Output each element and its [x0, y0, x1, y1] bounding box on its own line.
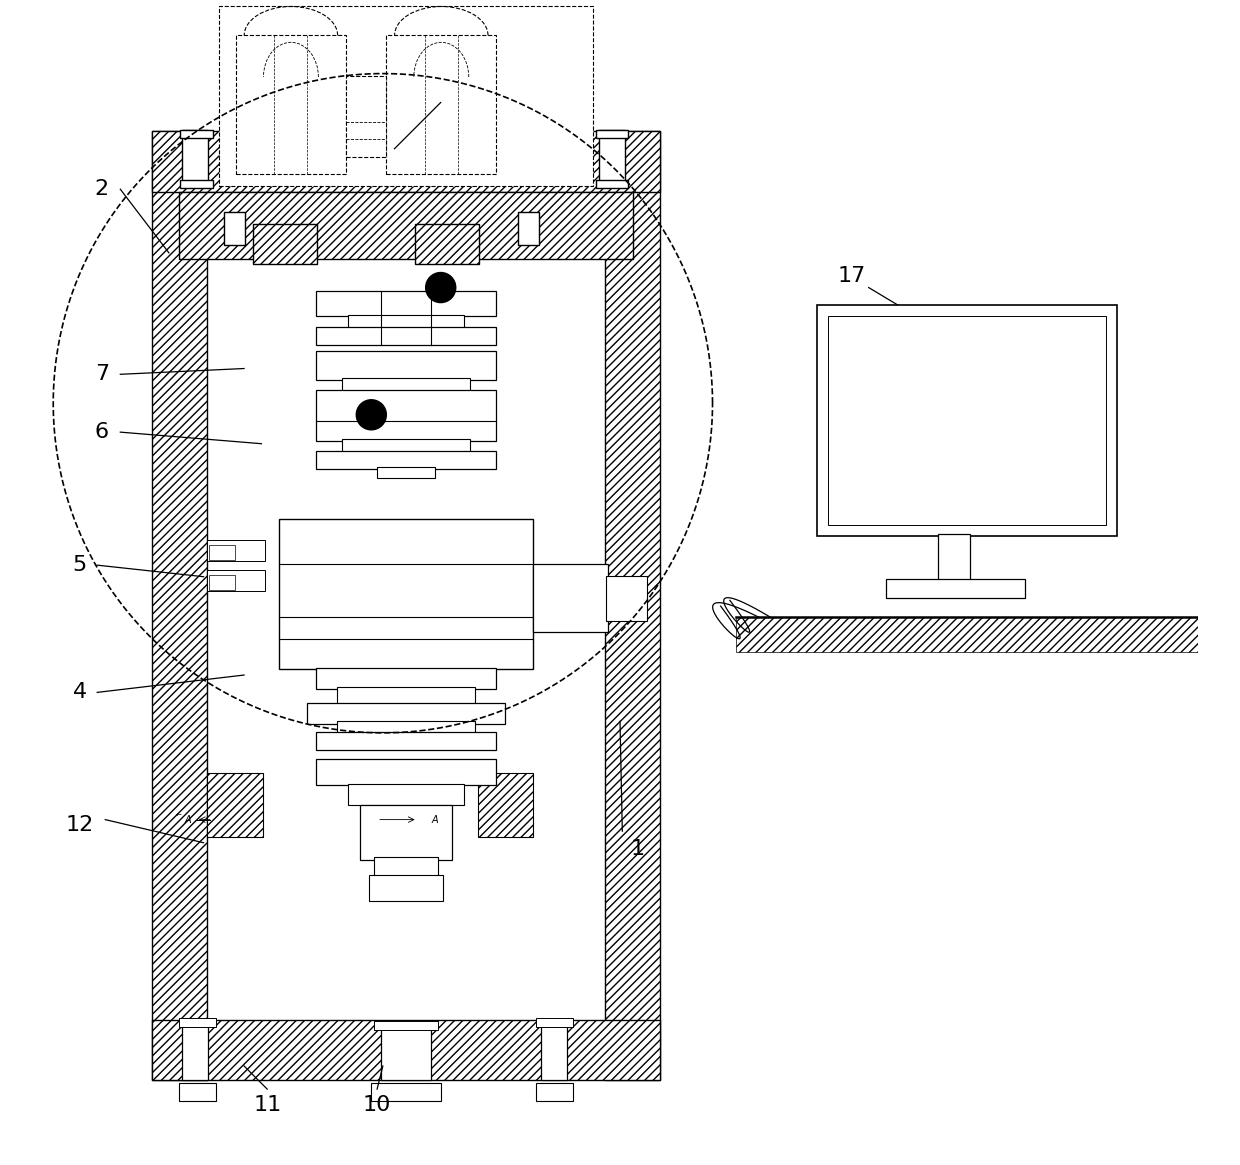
Text: 19: 19 [444, 80, 472, 101]
Bar [596, 130, 629, 139]
Bar [180, 1018, 216, 1026]
Bar [207, 774, 263, 836]
Bar [316, 760, 496, 785]
Text: 11: 11 [253, 1095, 281, 1115]
Bar [180, 1083, 216, 1101]
Circle shape [425, 273, 456, 303]
Text: 17: 17 [837, 266, 866, 285]
Circle shape [356, 400, 387, 430]
Bar [316, 451, 496, 469]
Bar [536, 1018, 573, 1026]
Bar [596, 179, 629, 188]
Bar [360, 805, 453, 860]
Bar [373, 856, 439, 877]
Bar [253, 224, 317, 264]
Bar [735, 617, 1198, 652]
Text: 12: 12 [66, 816, 94, 835]
Bar [151, 1019, 661, 1080]
Bar [828, 317, 1106, 524]
Bar [370, 875, 443, 901]
Bar [210, 545, 234, 560]
Bar [373, 1021, 439, 1030]
Bar [316, 291, 496, 317]
Text: 2: 2 [94, 179, 109, 199]
Bar [180, 191, 632, 259]
Bar [415, 224, 479, 264]
Bar [316, 351, 496, 380]
Text: K: K [373, 27, 393, 51]
Text: A: A [185, 814, 191, 825]
Text: 1: 1 [630, 839, 645, 859]
Bar [342, 439, 470, 453]
Bar [210, 576, 234, 591]
Bar [336, 721, 475, 735]
Text: 6: 6 [94, 422, 109, 443]
Bar [316, 732, 496, 750]
Text: 4: 4 [73, 683, 87, 702]
Bar [336, 686, 475, 705]
Bar [224, 212, 246, 245]
Bar [207, 570, 265, 591]
Bar [346, 76, 387, 157]
Bar [316, 327, 496, 345]
Text: ←: ← [176, 812, 182, 818]
Bar [151, 132, 661, 191]
Bar [316, 390, 496, 442]
Bar [387, 35, 496, 175]
Bar [279, 518, 533, 669]
Bar [536, 1083, 573, 1101]
Bar [606, 576, 646, 621]
Bar [207, 541, 265, 562]
Bar [181, 130, 213, 139]
Bar [544, 76, 589, 175]
Bar [477, 774, 533, 836]
Bar [939, 534, 971, 582]
Bar [182, 130, 207, 185]
Bar [348, 316, 464, 331]
Text: A: A [432, 814, 438, 825]
Bar [518, 212, 539, 245]
Bar [887, 579, 1024, 598]
Bar [236, 35, 346, 175]
Bar [605, 132, 661, 1080]
Bar [542, 1025, 567, 1080]
Bar [533, 564, 609, 631]
Bar [308, 702, 505, 723]
Bar [181, 179, 213, 188]
Bar [381, 1029, 432, 1080]
Bar [371, 1083, 440, 1101]
Bar [218, 7, 594, 185]
Bar [342, 377, 470, 391]
Bar [207, 191, 605, 1019]
Text: 7: 7 [94, 365, 109, 384]
Text: 10: 10 [363, 1095, 392, 1115]
Bar [182, 1025, 207, 1080]
Bar [599, 130, 625, 185]
Bar [316, 668, 496, 689]
Bar [377, 467, 435, 479]
Bar [151, 132, 207, 1080]
Bar [348, 784, 464, 805]
Bar [817, 305, 1117, 536]
Text: 5: 5 [73, 556, 87, 576]
